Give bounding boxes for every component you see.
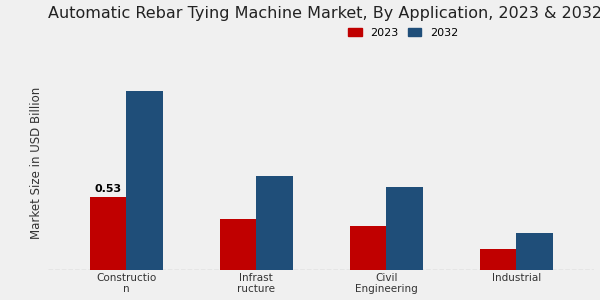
Bar — [220, 219, 256, 270]
Bar — [517, 233, 553, 270]
Bar — [386, 188, 423, 270]
Bar — [90, 197, 126, 270]
Bar — [256, 176, 293, 270]
Text: 0.53: 0.53 — [94, 184, 122, 194]
Bar — [480, 249, 517, 270]
Bar — [126, 91, 163, 270]
Legend: 2023, 2032: 2023, 2032 — [344, 23, 463, 43]
Y-axis label: Market Size in USD Billion: Market Size in USD Billion — [29, 87, 43, 239]
Bar — [350, 226, 386, 270]
Text: Automatic Rebar Tying Machine Market, By Application, 2023 & 2032: Automatic Rebar Tying Machine Market, By… — [48, 6, 600, 21]
